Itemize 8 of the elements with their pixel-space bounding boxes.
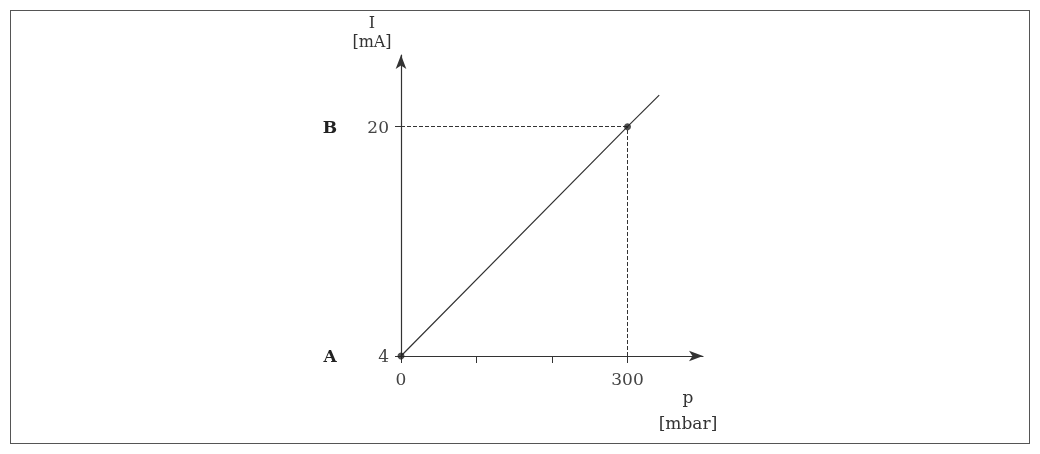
x-tick-label: 300 [611, 368, 644, 389]
text: B [322, 116, 338, 137]
y-tick-label: 20 [367, 116, 389, 137]
x-axis-title: p [mbar] [658, 387, 718, 433]
text: A [322, 346, 338, 366]
y-tick-label: 4 [378, 346, 389, 366]
y-axis-title: I [mA] [352, 13, 392, 51]
x-tick-label: 0 [395, 368, 407, 389]
